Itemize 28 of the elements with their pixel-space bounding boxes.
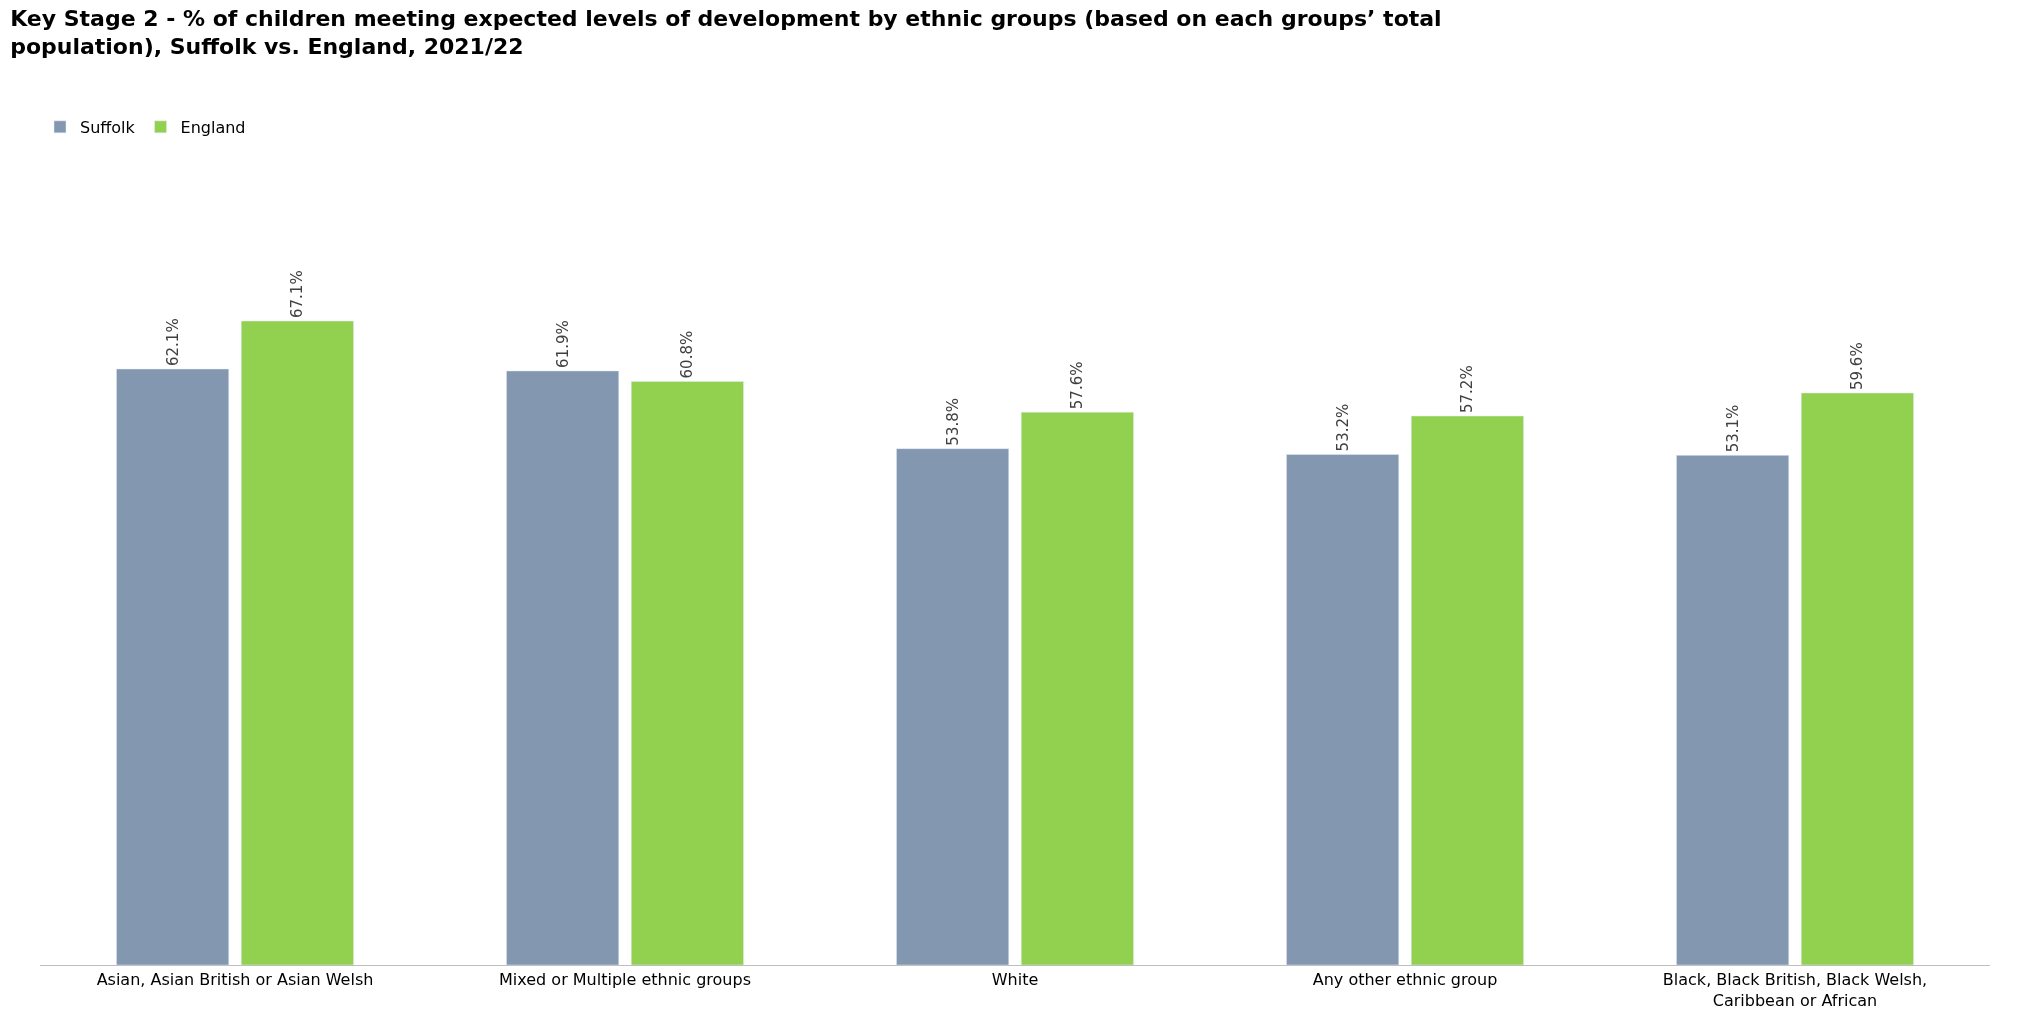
- bar: [240, 320, 354, 965]
- legend-label: Suffolk: [80, 118, 136, 138]
- data-label: 53.8%: [943, 397, 962, 446]
- data-label: 62.1%: [163, 318, 182, 366]
- data-label: 61.9%: [553, 320, 572, 368]
- data-label: 59.6%: [1848, 342, 1867, 390]
- data-label: 53.1%: [1723, 404, 1742, 453]
- data-label: 57.6%: [1068, 361, 1087, 410]
- bar: [506, 370, 620, 965]
- data-label: 67.1%: [288, 270, 307, 318]
- x-tick-label: Black, Black British, Black Welsh, Caribbean or African: [1662, 970, 1928, 1010]
- x-tick-label: Mixed or Multiple ethnic groups: [499, 970, 751, 990]
- chart-title: Key Stage 2 - % of children meeting expected levels of development by ethnic groups (based on each groups’ total population), Suffolk vs. England, 2021/22: [10, 5, 1442, 60]
- bar: [1800, 392, 1914, 965]
- data-label: 53.2%: [1333, 403, 1352, 452]
- x-tick-label: White: [991, 970, 1039, 990]
- data-label: 57.2%: [1458, 365, 1477, 414]
- x-tick-label: Asian, Asian British or Asian Welsh: [96, 970, 374, 990]
- legend-label: England: [180, 118, 246, 138]
- bar: [896, 448, 1010, 965]
- x-tick-label: Any other ethnic group: [1312, 970, 1498, 990]
- bar: [1410, 415, 1524, 965]
- data-label: 60.8%: [678, 330, 697, 379]
- bar: [116, 368, 230, 965]
- bar: [1020, 411, 1134, 965]
- bar: [1286, 454, 1400, 965]
- bar: [630, 381, 744, 965]
- bar: [1676, 455, 1790, 965]
